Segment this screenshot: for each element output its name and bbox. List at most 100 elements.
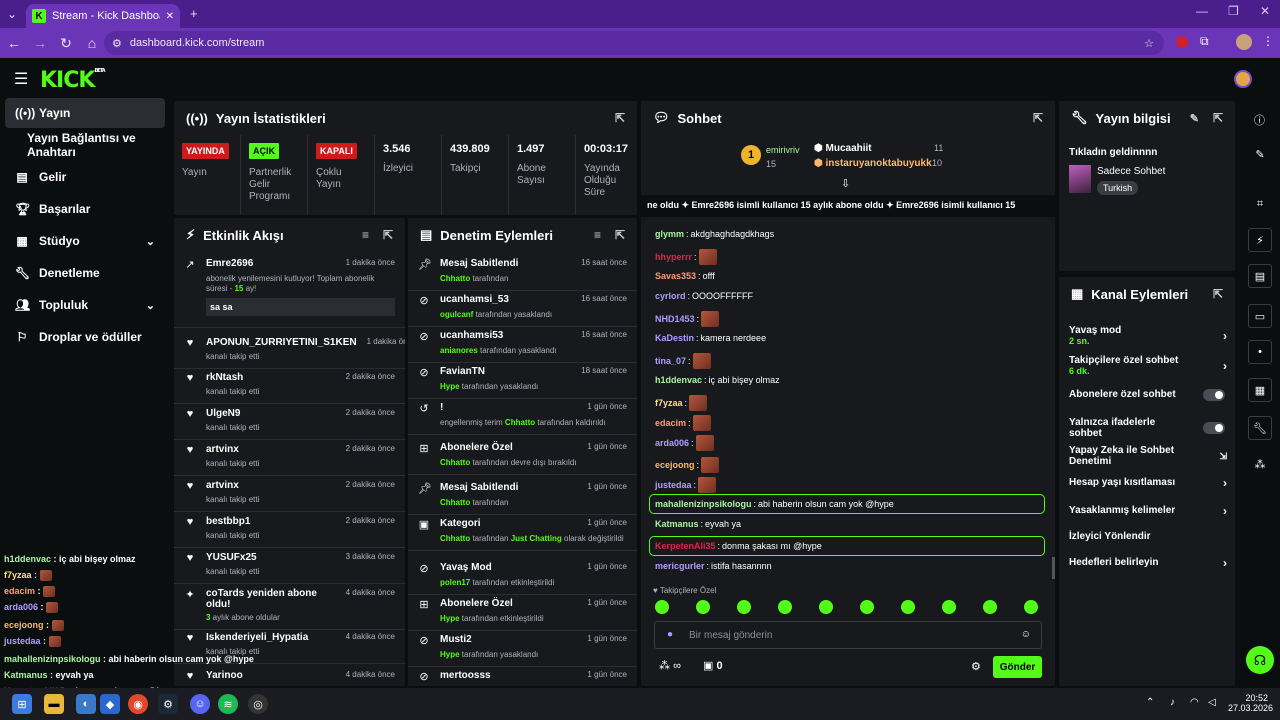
chat-username[interactable]: hhyperrr: [655, 252, 693, 262]
site-info-icon[interactable]: ⚙: [112, 37, 122, 50]
channel-action-item[interactable]: Yapay Zeka ile Sohbet Denetimi ⇲: [1069, 445, 1227, 467]
chat-message[interactable]: hhyperrr:: [655, 249, 719, 265]
popout-icon[interactable]: ⇱: [614, 111, 625, 125]
chat-message[interactable]: Savas353: offf: [655, 271, 715, 281]
extensions-puzzle-icon[interactable]: ⧉: [1200, 34, 1209, 48]
chat-bubble-icon[interactable]: ▭: [1248, 304, 1272, 328]
activity-item[interactable]: ♥ artvinx 2 dakika önce kanalı takip etti: [174, 474, 405, 512]
file-explorer-icon[interactable]: ▬: [44, 694, 64, 714]
channel-action-item[interactable]: Yavaş mod 2 sn. ›: [1069, 325, 1227, 346]
chat-message[interactable]: arda006:: [655, 435, 716, 451]
moderation-item[interactable]: ⊞ Abonelere Özel 1 gün önce Hype tarafından…: [408, 592, 637, 631]
moderation-item[interactable]: ↺! 1 gün önce engellenmiş terim Chhatto ta…: [408, 396, 637, 435]
edit-pencil-icon[interactable]: ✎: [1255, 148, 1265, 161]
gifter-1[interactable]: ⬢ Mucaahiit: [814, 143, 872, 154]
extension-icon[interactable]: [1176, 36, 1188, 48]
sidebar-item-revenue[interactable]: ▤ Gelir: [5, 162, 165, 192]
emote-icon[interactable]: [942, 600, 956, 614]
sidebar-item-achievements[interactable]: 🏆︎ Başarılar: [5, 194, 165, 224]
support-headset-icon[interactable]: ☊: [1246, 646, 1274, 674]
channel-action-item[interactable]: Abonelere özel sohbet: [1069, 388, 1227, 401]
moderation-item[interactable]: 📌︎ Mesaj Sabitlendi 1 gün önce Chhatto tara…: [408, 476, 637, 515]
activity-item[interactable]: ♥ Yarinoo 4 dakika önce: [174, 664, 405, 686]
chat-message[interactable]: glymm: akdghaghdagdkhags: [655, 229, 775, 239]
top-gifter-name[interactable]: emirivriv: [766, 145, 800, 155]
gifter-2[interactable]: ⬢ instaruyanoktabuyukk: [814, 158, 932, 169]
activity-item[interactable]: ♥ bestbbp1 2 dakika önce kanalı takip etti: [174, 510, 405, 548]
chat-message[interactable]: cyrlord: OOOOFFFFFF: [655, 291, 754, 301]
moderation-item[interactable]: ⊘ Yavaş Mod 1 gün önce polen17 tarafından e…: [408, 556, 637, 595]
activity-item[interactable]: ♥ rkNtash 2 dakika önce kanalı takip etti: [174, 366, 405, 404]
clock[interactable]: 20:52 27.03.2026: [1228, 693, 1274, 713]
url-text[interactable]: dashboard.kick.com/stream: [129, 37, 265, 49]
toggle-switch[interactable]: [1203, 422, 1225, 434]
chat-username[interactable]: Savas353: [655, 271, 697, 281]
chat-message[interactable]: KaDestin: kamera nerdeee: [655, 333, 767, 343]
filter-icon[interactable]: ≡: [361, 228, 369, 242]
chat-username[interactable]: KaDestin: [655, 333, 695, 343]
browser-tab[interactable]: K Stream - Kick Dashboard ✕: [26, 4, 180, 28]
info-icon[interactable]: ⓘ: [1254, 115, 1265, 127]
channel-action-item[interactable]: Yasaklanmış kelimeler ›: [1069, 504, 1227, 518]
chat-username[interactable]: ecejoong: [655, 460, 695, 470]
chest-count[interactable]: ▣ 0: [703, 660, 723, 672]
sidebar-item-studio[interactable]: ▦ Stüdyo ⌄: [5, 226, 165, 256]
emote-icon[interactable]: [819, 600, 833, 614]
steam-icon[interactable]: ⚙: [158, 694, 178, 714]
community-icon[interactable]: ⁂: [1254, 458, 1266, 471]
emote-icon[interactable]: [860, 600, 874, 614]
chat-scrollbar[interactable]: [1052, 557, 1055, 579]
emote-icon[interactable]: [901, 600, 915, 614]
chat-username[interactable]: mahallenizinpsikologu: [655, 499, 752, 509]
tab-close-icon[interactable]: ✕: [165, 10, 174, 22]
channel-action-item[interactable]: Yalnızca ifadelerle sohbet: [1069, 417, 1227, 439]
broadcast-icon[interactable]: •: [1248, 340, 1272, 364]
chat-message[interactable]: mericgurler: istifa hasannnn: [655, 561, 772, 571]
edit-pencil-icon[interactable]: ✎: [1189, 112, 1199, 125]
chat-input-placeholder[interactable]: Bir mesaj gönderin: [689, 630, 773, 641]
spotify-icon[interactable]: ≋: [218, 694, 238, 714]
chat-message[interactable]: mahallenizinpsikologu: abi haberin olsun…: [655, 499, 894, 509]
category-name[interactable]: Sadece Sohbet: [1097, 166, 1166, 177]
kick-logo[interactable]: KICKBETA: [40, 68, 106, 93]
popout-icon[interactable]: ⇱: [1032, 111, 1043, 125]
mic-icon[interactable]: ●: [667, 629, 674, 640]
chat-username[interactable]: cyrlord: [655, 291, 686, 301]
moderation-item[interactable]: ▣ Kategori 1 gün önce Chhatto tarafından Ju…: [408, 512, 637, 551]
app-icon[interactable]: ◆: [100, 694, 120, 714]
emote-icon[interactable]: [778, 600, 792, 614]
activity-item[interactable]: ♥ UlgeN9 2 dakika önce kanalı takip etti: [174, 402, 405, 440]
moderation-item[interactable]: ⊘ ucanhamsi_53 16 saat önce ogulcanf tarafı…: [408, 288, 637, 327]
omnibox[interactable]: ⚙ dashboard.kick.com/stream ☆: [104, 31, 1164, 55]
sidebar-item-drops[interactable]: ⚐ Droplar ve ödüller: [5, 322, 165, 352]
channel-action-item[interactable]: İzleyici Yönlendir: [1069, 531, 1227, 542]
moderation-item[interactable]: ⊘ ucanhamsi53 16 saat önce anianores tarafı…: [408, 324, 637, 363]
channel-action-item[interactable]: Takipçilere özel sohbet 6 dk. ›: [1069, 355, 1227, 376]
chat-message[interactable]: Katmanus: eyvah ya: [655, 519, 742, 529]
chat-username[interactable]: f7yzaa: [655, 398, 683, 408]
chat-message[interactable]: edacim:: [655, 415, 713, 431]
emote-icon[interactable]: [696, 600, 710, 614]
sidebar-item-moderation[interactable]: 🔧︎ Denetleme: [5, 258, 165, 288]
reload-icon[interactable]: ↻: [60, 34, 72, 51]
moderation-item[interactable]: 📌︎ Mesaj Sabitlendi 16 saat önce Chhatto ta…: [408, 252, 637, 291]
chat-message[interactable]: KerpetenAli35: donma şakası mı @hype: [655, 541, 822, 551]
chat-message[interactable]: ecejoong:: [655, 457, 721, 473]
channel-action-item[interactable]: Hesap yaşı kısıtlaması ›: [1069, 476, 1227, 490]
moderation-item[interactable]: ⊞ Abonelere Özel 1 gün önce Chhatto tarafın…: [408, 436, 637, 475]
windows-start-icon[interactable]: ⊞: [12, 694, 32, 714]
chat-username[interactable]: tina_07: [655, 356, 687, 366]
forward-icon[interactable]: →: [33, 35, 47, 51]
chat-username[interactable]: KerpetenAli35: [655, 541, 716, 551]
user-avatar[interactable]: [1234, 70, 1252, 88]
activity-item[interactable]: ♥ APONUN_ZURRIYETINI_S1KEN 1 dakika önce ka…: [174, 331, 405, 369]
sidebar-item-stream-key[interactable]: Yayın Bağlantısı ve Anahtarı: [5, 130, 165, 160]
chat-username[interactable]: mericgurler: [655, 561, 705, 571]
sidebar-item-community[interactable]: 👥︎ Topluluk ⌄: [5, 290, 165, 320]
chat-username[interactable]: h1ddenvac: [655, 375, 703, 385]
category-thumbnail[interactable]: [1069, 165, 1091, 193]
window-close-icon[interactable]: ✕: [1260, 4, 1271, 18]
activity-item[interactable]: ♥ YUSUFx25 3 dakika önce kanalı takip etti: [174, 546, 405, 584]
emote-icon[interactable]: [983, 600, 997, 614]
moderation-item[interactable]: ⊘ mertoosss 1 gün önce: [408, 664, 637, 686]
